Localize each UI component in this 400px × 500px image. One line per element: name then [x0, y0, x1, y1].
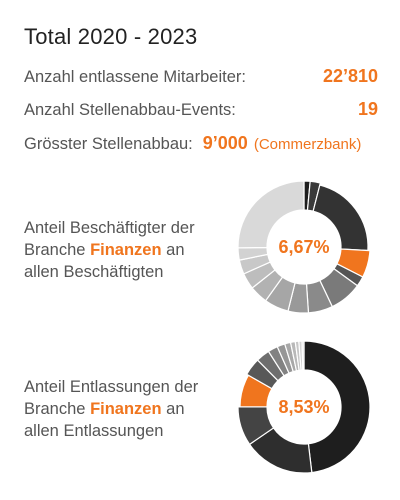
stat-row-events: Anzahl Stellenabbau-Events: 19 [24, 99, 378, 120]
employment-donut-chart: 6,67% [237, 180, 371, 314]
employment-caption-line2: Branche Finanzen an [24, 239, 234, 261]
layoffs-donut-chart: 8,53% [237, 340, 371, 474]
employment-caption: Anteil Beschäftigter der Branche Finanze… [24, 217, 234, 283]
layoffs-caption-highlight: Finanzen [90, 400, 162, 418]
stat-note-largest: (Commerzbank) [254, 136, 362, 153]
stat-row-layoffs: Anzahl entlassene Mitarbeiter: 22’810 [24, 66, 378, 87]
layoffs-caption-line1: Anteil Entlassungen der [24, 378, 199, 396]
stat-value-events: 19 [357, 99, 378, 119]
page-title: Total 2020 - 2023 [24, 24, 198, 49]
employment-caption-line3: allen Beschäftigten [24, 263, 164, 281]
stat-row-largest: Grösster Stellenabbau: 9’000 (Commerzban… [24, 133, 378, 154]
layoffs-caption-line3: allen Entlassungen [24, 422, 164, 440]
layoffs-caption: Anteil Entlassungen der Branche Finanzen… [24, 376, 234, 442]
donut-slice [237, 180, 305, 249]
employment-donut-svg [237, 180, 371, 314]
employment-caption-branche: Branche [24, 241, 86, 259]
employment-caption-highlight: Finanzen [90, 241, 162, 259]
employment-caption-line1: Anteil Beschäftigter der [24, 219, 195, 237]
note-company: Commerzbank [258, 136, 357, 153]
layoffs-caption-branche: Branche [24, 400, 86, 418]
note-close-paren: ) [356, 136, 362, 153]
note-open-paren: ( [253, 136, 259, 153]
layoffs-caption-line2: Branche Finanzen an [24, 398, 234, 420]
employment-caption-an: an [166, 241, 185, 259]
stat-value-largest: 9’000 [202, 133, 248, 153]
stat-label-events: Anzahl Stellenabbau-Events: [24, 101, 236, 119]
layoffs-donut-svg [237, 340, 371, 474]
stat-label-largest: Grösster Stellenabbau: [24, 135, 193, 153]
stat-value-layoffs: 22’810 [322, 66, 378, 86]
donut-slice [301, 340, 305, 371]
layoffs-caption-an: an [166, 400, 185, 418]
employment-donut-center-label: 6,67% [278, 236, 330, 257]
layoffs-donut-center-label: 8,53% [278, 396, 330, 417]
stat-label-layoffs: Anzahl entlassene Mitarbeiter: [24, 68, 246, 86]
donut-slice [303, 340, 371, 474]
